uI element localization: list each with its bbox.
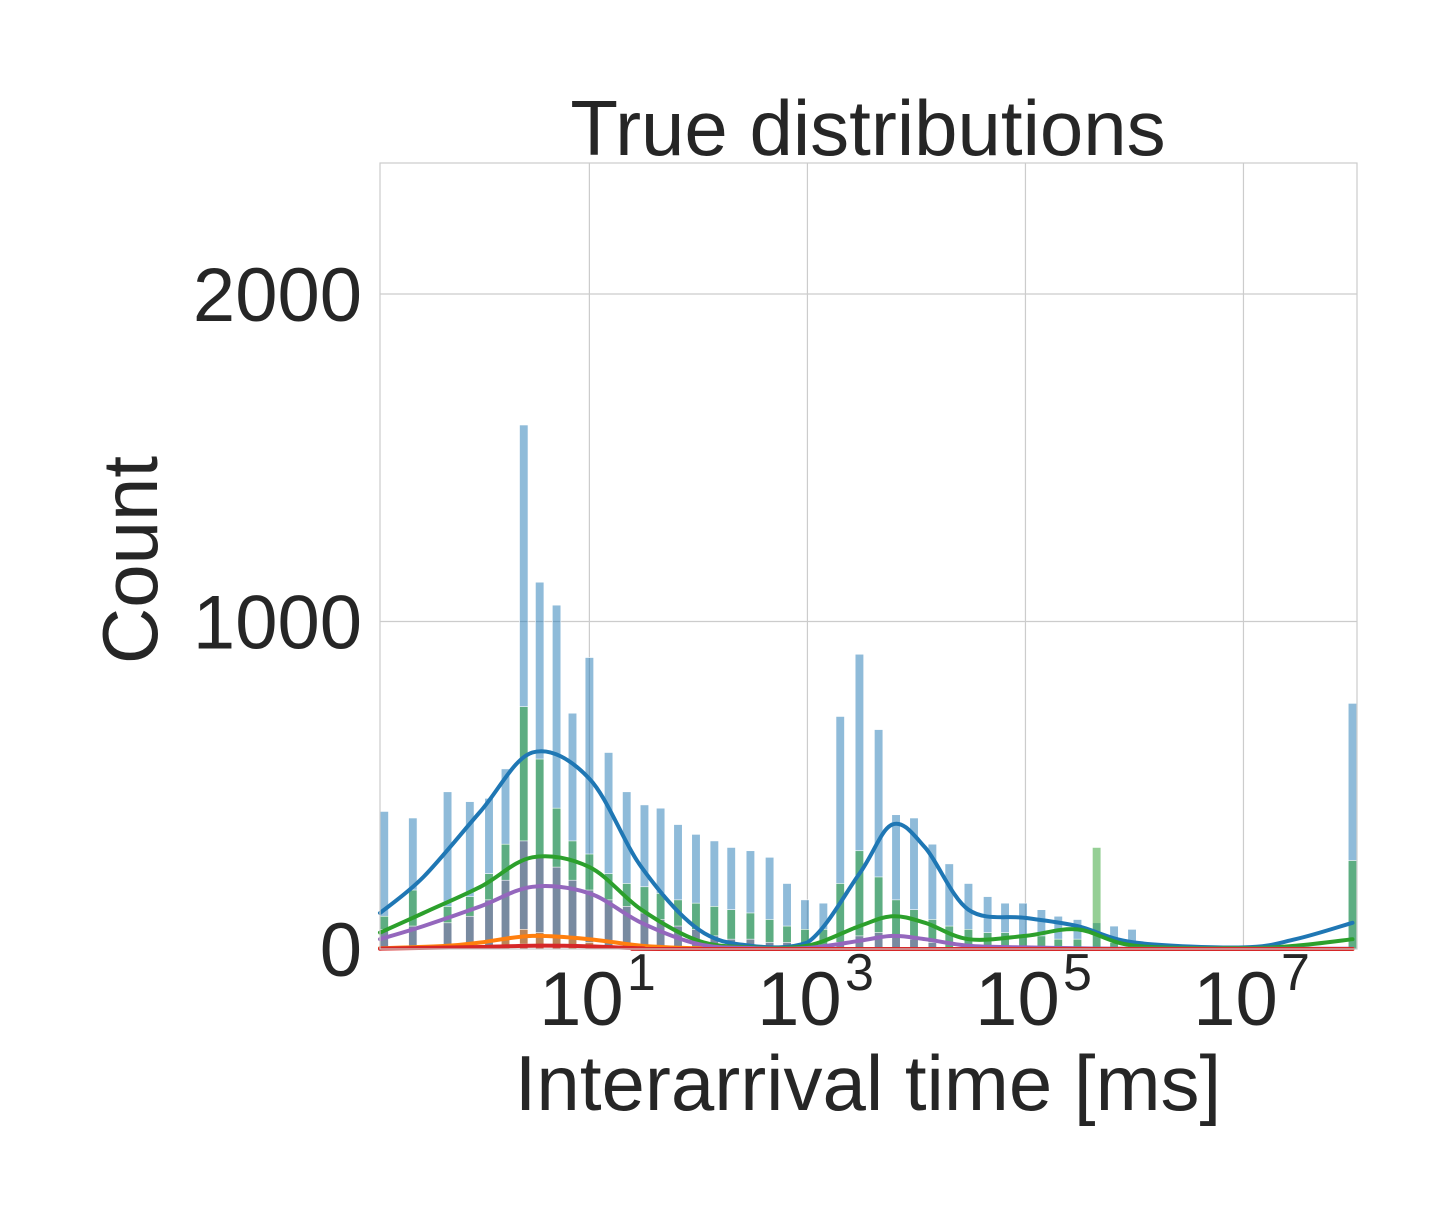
- y-tick-labels: 0 1000 2000: [193, 253, 362, 993]
- x-tick-label: 10: [1193, 957, 1278, 1042]
- histogram-bar: [854, 850, 864, 950]
- y-axis-label: Count: [86, 456, 174, 664]
- x-tick-exponent: 1: [627, 944, 656, 1002]
- kde-line: [378, 854, 1355, 951]
- x-tick-label: 10: [757, 957, 842, 1042]
- x-tick-label: 10: [539, 957, 624, 1042]
- kde-line: [378, 749, 1355, 950]
- plot-frame: [379, 162, 1358, 950]
- x-tick-exponent: 7: [1281, 944, 1310, 1002]
- y-tick-label: 2000: [193, 253, 362, 338]
- x-tick-labels: 10 1 10 3 10 5 10 7: [539, 944, 1310, 1042]
- y-tick-label: 0: [320, 908, 362, 993]
- chart-title: True distributions: [570, 84, 1165, 172]
- kde-curves: [378, 749, 1355, 952]
- grid-layer: [380, 163, 1357, 949]
- x-tick-exponent: 5: [1063, 944, 1092, 1002]
- histogram-bars: [379, 424, 1358, 950]
- x-tick-exponent: 3: [845, 944, 874, 1002]
- histogram-bar: [1347, 860, 1358, 950]
- y-tick-label: 1000: [193, 581, 362, 666]
- x-tick-label: 10: [975, 957, 1060, 1042]
- histogram-bar: [835, 883, 845, 950]
- x-axis-label: Interarrival time [ms]: [515, 1039, 1221, 1127]
